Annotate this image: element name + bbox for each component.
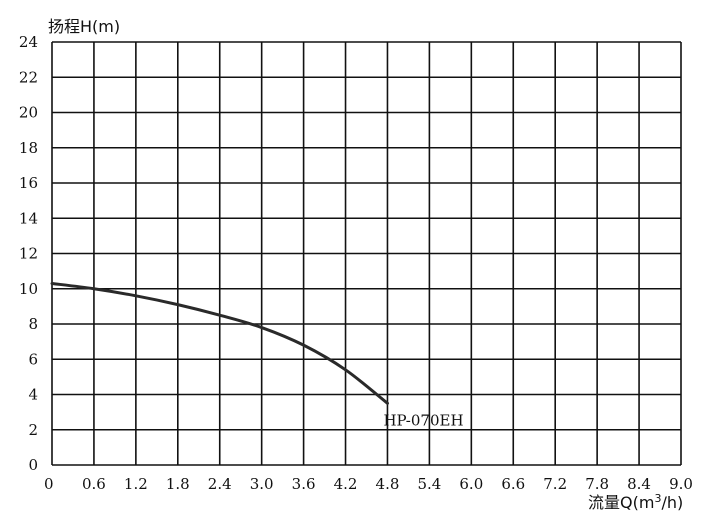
series-line: [50, 281, 389, 405]
x-axis-title-suffix: /h): [661, 493, 683, 512]
x-tick-label: 9.0: [669, 475, 693, 493]
series-label: HP-070EH: [383, 411, 463, 429]
y-tick-label: 14: [19, 209, 38, 227]
chart-grid: [51, 41, 682, 466]
y-tick-label: 16: [19, 174, 38, 192]
y-tick-label: 20: [19, 104, 38, 122]
x-tick-label: 6.6: [501, 475, 525, 493]
x-axis-title: 流量Q(m3/h): [588, 492, 683, 512]
x-axis-title-superscript: 3: [654, 492, 661, 505]
x-axis-title-prefix: 流量Q(m: [588, 493, 654, 512]
x-tick-label: 7.2: [543, 475, 567, 493]
x-tick-label: 8.4: [627, 475, 651, 493]
x-tick-label: 1.8: [166, 475, 190, 493]
x-tick-label: 0.6: [82, 475, 106, 493]
y-tick-label: 12: [19, 245, 38, 263]
series-layer: HP-070EH: [50, 281, 464, 429]
y-axis-title: 扬程H(m): [48, 17, 120, 36]
y-tick-label: 18: [19, 139, 38, 157]
x-tick-label: 6.0: [459, 475, 483, 493]
x-tick-label: 2.4: [208, 475, 232, 493]
y-tick-label: 6: [28, 350, 38, 368]
x-tick-label: 5.4: [417, 475, 441, 493]
x-tick-label: 4.8: [376, 475, 400, 493]
y-tick-label: 8: [28, 315, 38, 333]
y-tick-label: 10: [19, 280, 38, 298]
y-tick-label: 22: [19, 68, 38, 86]
y-tick-label: 4: [28, 386, 38, 404]
y-tick-label: 24: [19, 33, 38, 51]
x-tick-label: 1.2: [124, 475, 148, 493]
x-tick-label: 3.0: [250, 475, 274, 493]
y-tick-label: 0: [28, 456, 38, 474]
x-axis-ticks: 0 0.6 1.2 1.8 2.4 3.0 3.6 4.2 4.8 5.4 6.0 6.6 7.2 7.8…: [44, 475, 693, 493]
x-tick-label: 7.8: [585, 475, 609, 493]
y-tick-label: 2: [28, 421, 38, 439]
x-tick-label: 4.2: [334, 475, 358, 493]
x-tick-label: 0: [44, 475, 54, 493]
x-tick-label: 3.6: [292, 475, 316, 493]
